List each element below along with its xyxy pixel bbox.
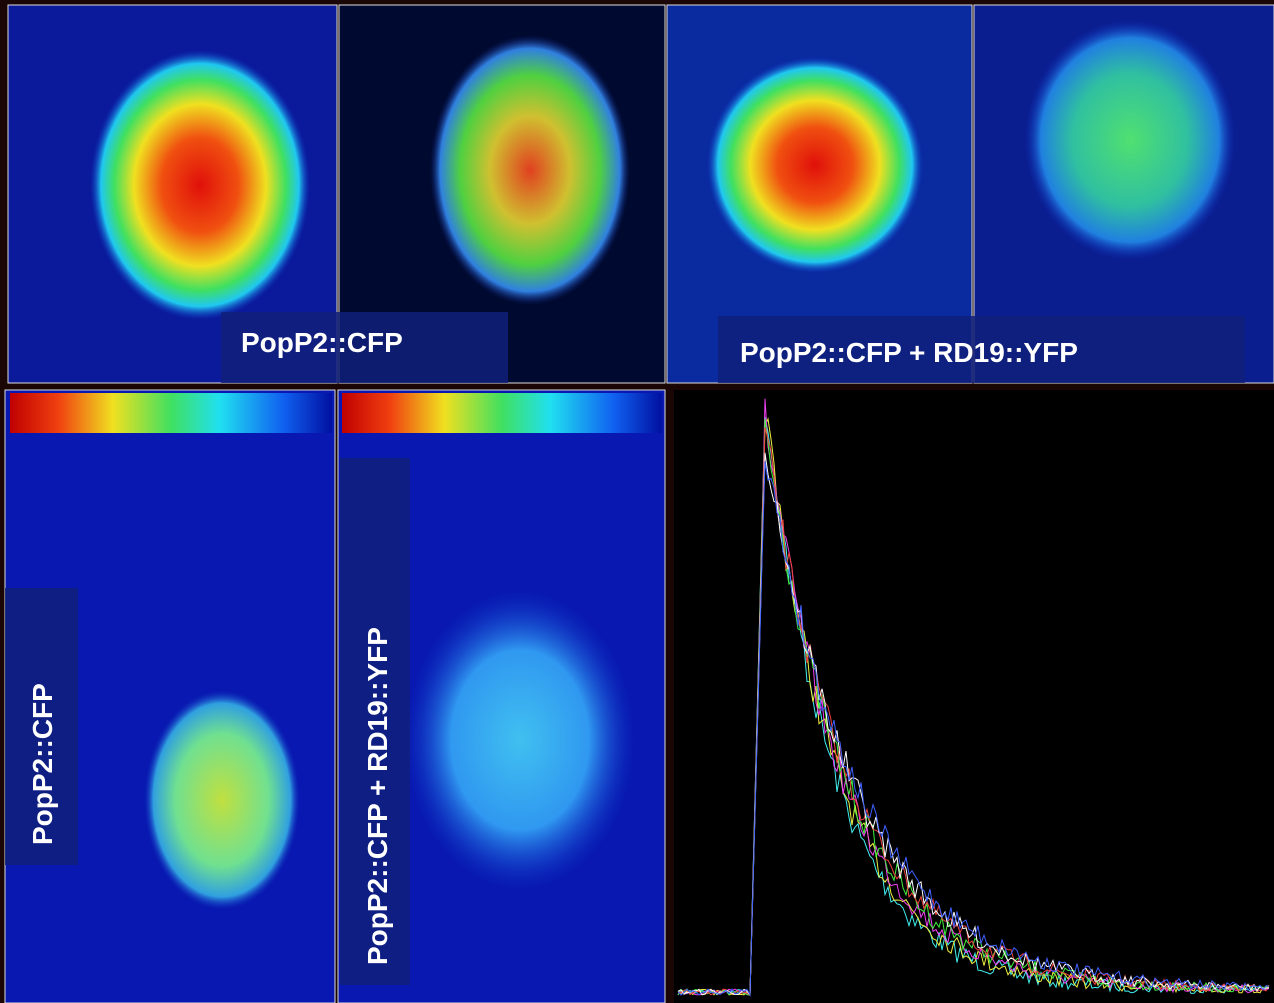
panel-label: PopP2::CFP (241, 327, 403, 358)
panel-label: PopP2::CFP + RD19::YFP (740, 337, 1078, 368)
label-box (340, 458, 410, 985)
cell (707, 57, 923, 273)
cell (144, 690, 300, 910)
label-box (221, 312, 508, 383)
color-bar (342, 393, 662, 433)
cell (1025, 20, 1235, 260)
decay-curve (677, 452, 1270, 997)
cell (405, 590, 635, 890)
decay-panel (674, 390, 1274, 1003)
panel-label: PopP2::CFP (27, 683, 58, 845)
panel-label: PopP2::CFP + RD19::YFP (362, 627, 393, 965)
label-box (5, 588, 78, 865)
label-box (718, 316, 1245, 383)
decay-curve (677, 461, 1270, 997)
cell (90, 50, 310, 320)
color-bar (10, 393, 332, 433)
cell (430, 35, 630, 305)
decay-curves (677, 398, 1270, 997)
decay-curve (677, 427, 1270, 996)
